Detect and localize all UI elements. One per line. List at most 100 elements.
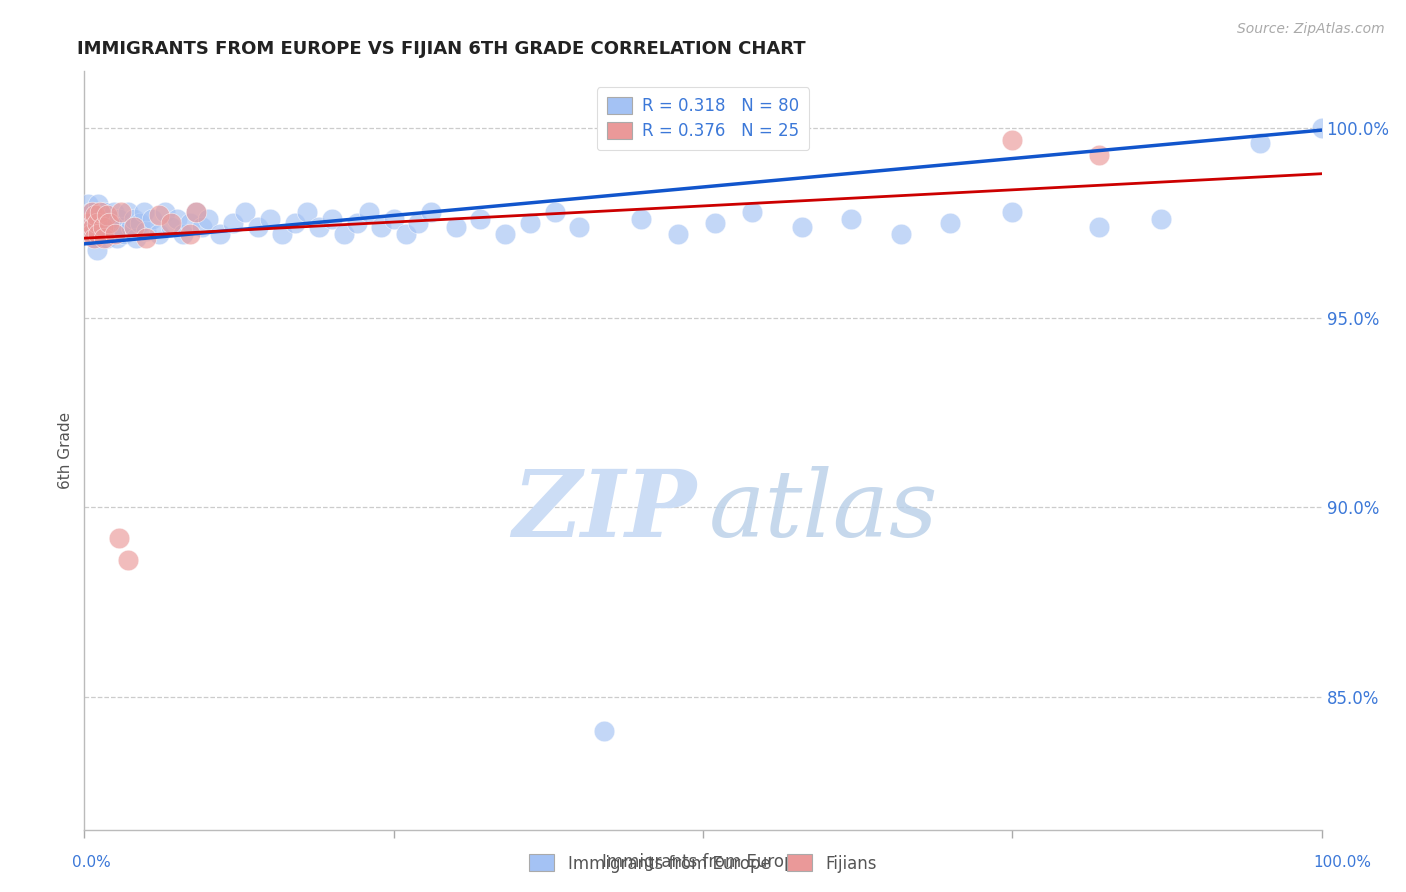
Text: Source: ZipAtlas.com: Source: ZipAtlas.com: [1237, 22, 1385, 37]
Point: [370, 219, 392, 234]
Point: [179, 216, 201, 230]
Point: [1001, 132, 1024, 146]
Point: [108, 212, 131, 227]
Point: [91, 223, 114, 237]
Point: [96, 208, 118, 222]
Point: [97, 212, 120, 227]
Point: [89, 204, 111, 219]
Point: [98, 227, 121, 242]
Point: [105, 231, 128, 245]
Point: [284, 216, 307, 230]
Point: [191, 219, 214, 234]
Point: [110, 204, 132, 219]
Point: [444, 219, 467, 234]
Point: [80, 216, 103, 230]
Point: [419, 204, 441, 219]
Point: [93, 231, 115, 245]
Point: [90, 208, 112, 222]
Point: [357, 204, 380, 219]
Point: [125, 231, 148, 245]
Point: [153, 204, 176, 219]
Point: [117, 553, 139, 567]
Point: [1249, 136, 1271, 151]
Point: [1088, 147, 1111, 161]
Text: ZIP: ZIP: [513, 467, 697, 556]
Point: [148, 208, 170, 222]
Point: [89, 216, 111, 230]
Point: [308, 219, 330, 234]
Point: [568, 219, 591, 234]
Point: [246, 219, 269, 234]
Point: [98, 216, 121, 230]
Point: [1150, 212, 1173, 227]
Point: [87, 227, 110, 242]
Point: [87, 197, 110, 211]
Point: [939, 216, 962, 230]
Point: [233, 204, 256, 219]
Point: [593, 723, 616, 738]
Point: [321, 212, 343, 227]
Point: [84, 231, 107, 245]
Point: [543, 204, 565, 219]
Point: [1310, 121, 1333, 136]
Point: [86, 219, 108, 234]
Text: IMMIGRANTS FROM EUROPE VS FIJIAN 6TH GRADE CORRELATION CHART: IMMIGRANTS FROM EUROPE VS FIJIAN 6TH GRA…: [77, 40, 806, 58]
Legend: Immigrants from Europe, Fijians: Immigrants from Europe, Fijians: [523, 847, 883, 880]
Point: [89, 227, 111, 242]
Point: [122, 212, 145, 227]
Point: [1088, 219, 1111, 234]
Point: [1001, 204, 1024, 219]
Text: 0.0%: 0.0%: [72, 855, 111, 870]
Point: [108, 531, 131, 545]
Point: [84, 208, 107, 222]
Point: [91, 219, 114, 234]
Point: [166, 212, 188, 227]
Point: [890, 227, 912, 242]
Point: [79, 204, 101, 219]
Point: [129, 216, 152, 230]
Point: [93, 204, 115, 219]
Point: [104, 227, 127, 242]
Point: [519, 216, 541, 230]
Point: [346, 216, 368, 230]
Point: [666, 227, 689, 242]
Point: [172, 227, 194, 242]
Point: [741, 204, 763, 219]
Text: Immigrants from Europe: Immigrants from Europe: [602, 853, 804, 871]
Point: [704, 216, 727, 230]
Point: [179, 227, 201, 242]
Point: [259, 212, 281, 227]
Point: [77, 216, 100, 230]
Point: [184, 204, 207, 219]
Point: [110, 219, 132, 234]
Point: [86, 216, 108, 230]
Point: [103, 204, 125, 219]
Point: [209, 227, 232, 242]
Point: [79, 227, 101, 242]
Point: [135, 223, 157, 237]
Y-axis label: 6th Grade: 6th Grade: [58, 412, 73, 489]
Point: [184, 204, 207, 219]
Point: [83, 212, 105, 227]
Point: [132, 204, 155, 219]
Point: [382, 212, 405, 227]
Point: [96, 231, 118, 245]
Legend: R = 0.318   N = 80, R = 0.376   N = 25: R = 0.318 N = 80, R = 0.376 N = 25: [598, 87, 808, 150]
Point: [120, 219, 142, 234]
Point: [100, 216, 122, 230]
Point: [160, 219, 183, 234]
Point: [841, 212, 863, 227]
Text: atlas: atlas: [709, 467, 939, 556]
Point: [122, 219, 145, 234]
Point: [470, 212, 492, 227]
Point: [197, 212, 219, 227]
Point: [271, 227, 294, 242]
Point: [395, 227, 418, 242]
Point: [222, 216, 245, 230]
Text: 100.0%: 100.0%: [1313, 855, 1372, 870]
Point: [408, 216, 430, 230]
Point: [80, 204, 103, 219]
Point: [77, 197, 100, 211]
Point: [494, 227, 516, 242]
Point: [117, 204, 139, 219]
